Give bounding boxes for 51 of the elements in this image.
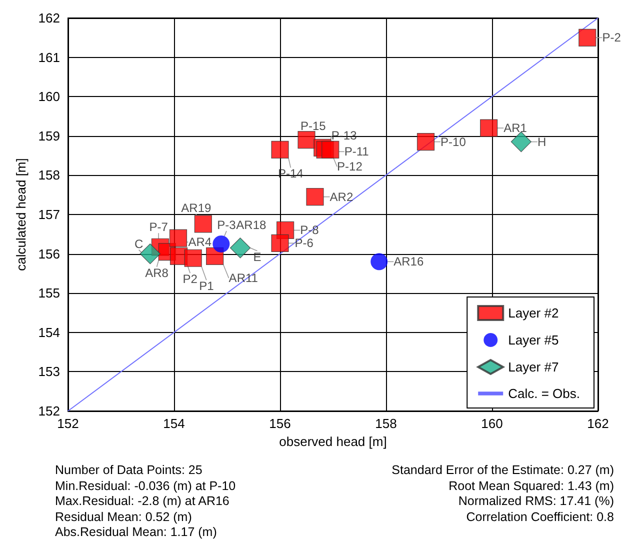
text: Standard Error of the Estimate: 0.27 (m) bbox=[392, 463, 614, 478]
x-tick-label: 162 bbox=[587, 416, 609, 431]
y-tick-label: 158 bbox=[38, 168, 60, 183]
data-label: AR19 bbox=[181, 200, 212, 215]
legend-label: Layer #5 bbox=[508, 332, 559, 348]
annotation: AR18 bbox=[236, 218, 267, 232]
data-label: P-12 bbox=[337, 160, 363, 174]
legend-label: Calc. = Obs. bbox=[508, 386, 580, 401]
legend-label: Layer #7 bbox=[508, 360, 559, 374]
data-label: AR4 bbox=[188, 235, 212, 250]
text: Min.Residual: -0.036 (m) at P-10 bbox=[55, 478, 236, 494]
y-tick-label: 159 bbox=[38, 128, 60, 144]
x-tick-label: 156 bbox=[269, 416, 291, 431]
text: Correlation Coefficient: 0.8 bbox=[465, 510, 614, 525]
text: Max.Residual: -2.8 (m) at AR16 bbox=[55, 494, 230, 510]
legend-label: Layer #2 bbox=[508, 306, 559, 320]
data-label: P-7 bbox=[149, 220, 168, 234]
data-label: AR2 bbox=[330, 190, 354, 204]
text: Root Mean Squared: 1.43 (m) bbox=[448, 478, 614, 494]
y-tick-label: 155 bbox=[38, 286, 60, 301]
y-tick-label: 154 bbox=[38, 324, 60, 340]
data-label: AR16 bbox=[394, 254, 424, 269]
text: Abs.Residual Mean: 1.17 (m) bbox=[55, 525, 218, 540]
y-tick-label: 157 bbox=[38, 207, 60, 222]
data-label: P-11 bbox=[344, 144, 370, 159]
data-label: P-10 bbox=[440, 134, 466, 149]
y-tick-label: 152 bbox=[38, 404, 60, 418]
data-label: AR1 bbox=[504, 121, 528, 136]
y-axis-title: calculated head [m] bbox=[13, 158, 28, 271]
y-tick-label: 162 bbox=[38, 10, 60, 26]
data-label: P2 bbox=[182, 272, 198, 286]
data-label: AR8 bbox=[145, 266, 169, 280]
y-tick-label: 156 bbox=[38, 246, 60, 262]
x-tick-label: 154 bbox=[163, 416, 185, 431]
x-axis-title: observed head [m] bbox=[279, 434, 387, 449]
x-tick-label: 160 bbox=[481, 416, 503, 431]
y-tick-label: 161 bbox=[38, 50, 60, 65]
x-tick-label: 158 bbox=[375, 416, 397, 431]
data-label: P-3 bbox=[217, 218, 236, 232]
text: Normalized RMS: 17.41 (%) bbox=[457, 494, 614, 510]
data-label: P-6 bbox=[294, 236, 314, 250]
data-label: P-2 bbox=[602, 30, 622, 45]
data-label: P-15 bbox=[300, 118, 326, 133]
y-tick-label: 160 bbox=[38, 89, 60, 104]
y-tick-label: 153 bbox=[38, 364, 60, 380]
text: Residual Mean: 0.52 (m) bbox=[55, 510, 193, 525]
data-label: H bbox=[537, 134, 546, 149]
x-tick-label: 152 bbox=[57, 416, 79, 431]
data-label: P1 bbox=[199, 279, 214, 294]
data-label: C bbox=[134, 236, 144, 251]
text: Number of Data Points: 25 bbox=[55, 463, 204, 478]
